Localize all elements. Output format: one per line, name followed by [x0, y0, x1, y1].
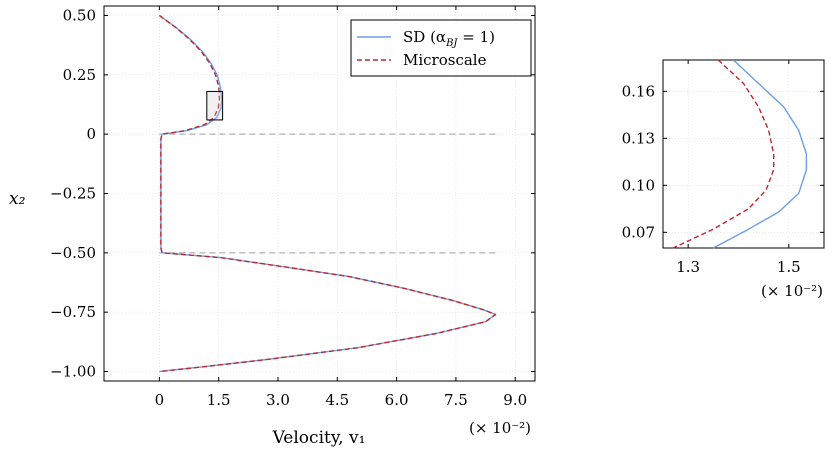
- y-tick-label: 0.25: [63, 66, 96, 84]
- main-y-axis-label: x₂: [9, 189, 26, 209]
- inset-x-multiplier: (× 10⁻²): [761, 282, 823, 300]
- main-series: [158, 14, 497, 373]
- x-tick-label: 1.5: [207, 391, 231, 409]
- inset-grid: [663, 60, 824, 248]
- main-x-multiplier: (× 10⁻²): [469, 419, 531, 437]
- y-tick-label: 0.07: [622, 223, 655, 241]
- legend-label-sd: SD (αBJ = 1): [403, 28, 495, 49]
- zoom-box: [206, 90, 224, 121]
- x-tick-label: 4.5: [325, 391, 349, 409]
- y-tick-label: 0.13: [622, 129, 655, 147]
- legend: SD (αBJ = 1) Microscale: [350, 19, 532, 77]
- y-tick-label: 0.10: [622, 176, 655, 194]
- main-axis-ticks: 0 1.5 3.0 4.5 6.0 7.5 9.0 0.50 0.25 0 −0.25 −0.50 −0…: [50, 6, 535, 409]
- series-line: [712, 59, 808, 249]
- x-tick-label: 0: [155, 391, 165, 409]
- y-tick-label: −0.50: [50, 244, 96, 262]
- y-tick-label: 0: [86, 125, 96, 143]
- x-tick-label: 1.3: [676, 258, 700, 276]
- y-tick-label: −0.75: [50, 303, 96, 321]
- x-tick-label: 6.0: [385, 391, 409, 409]
- x-tick-label: 7.5: [444, 391, 468, 409]
- main-reference-lines: [159, 133, 499, 254]
- legend-label-microscale: Microscale: [403, 51, 487, 69]
- zoom-region-rect: [206, 90, 224, 121]
- y-tick-label: 0.50: [63, 6, 96, 24]
- inset-series: [672, 59, 808, 249]
- inset-axis-ticks: 1.3 1.5 0.07 0.10 0.13 0.16: [622, 60, 824, 276]
- y-tick-label: 0.16: [622, 82, 655, 100]
- x-tick-label: 3.0: [266, 391, 290, 409]
- main-grid: [104, 6, 535, 381]
- x-tick-label: 1.5: [777, 258, 801, 276]
- inset-plot-frame: [662, 59, 825, 249]
- legend-box: [350, 19, 532, 77]
- y-tick-label: −1.00: [50, 363, 96, 381]
- series-line: [158, 14, 497, 373]
- series-line: [672, 59, 775, 249]
- y-tick-label: −0.25: [50, 185, 96, 203]
- main-x-axis-label: Velocity, v₁: [272, 428, 366, 448]
- x-tick-label: 9.0: [503, 391, 527, 409]
- series-line: [158, 14, 497, 373]
